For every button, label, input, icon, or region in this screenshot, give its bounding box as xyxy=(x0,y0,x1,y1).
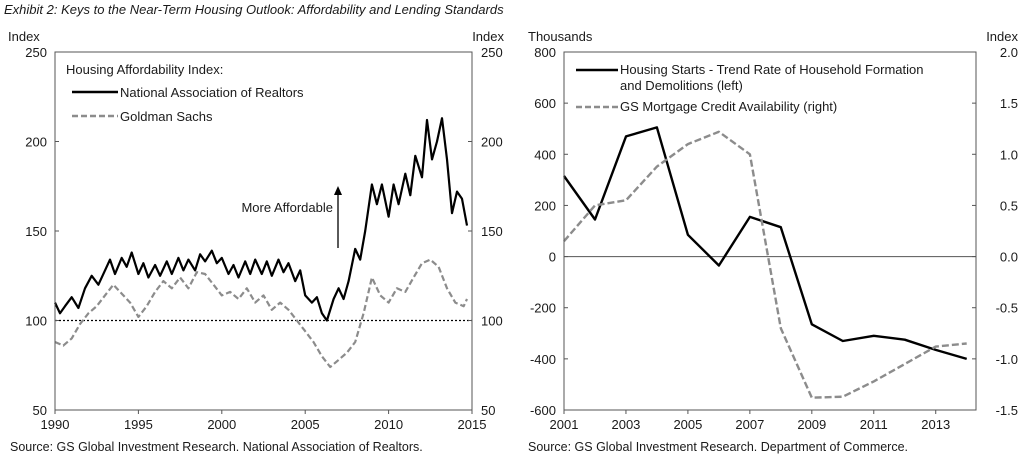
y-tick-label-left: 150 xyxy=(25,224,47,239)
more-affordable-annotation: More Affordable xyxy=(241,200,333,215)
legend: Housing Starts - Trend Rate of Household… xyxy=(576,62,923,114)
series-line-nar xyxy=(54,117,469,322)
y-tick-label-left: 100 xyxy=(25,314,47,329)
legend-label-nar: National Association of Realtors xyxy=(120,85,304,100)
y-tick-label-left: 200 xyxy=(25,135,47,150)
y-tick-label-right: 100 xyxy=(481,314,503,329)
y-tick-label-right: 0.0 xyxy=(1000,250,1018,265)
y-tick-label-left: -600 xyxy=(530,403,556,418)
x-tick-label: 2011 xyxy=(860,417,888,432)
y-tick-label-left: 800 xyxy=(534,45,556,60)
y-tick-label-left: 0 xyxy=(549,250,556,265)
legend: Housing Affordability Index: National As… xyxy=(66,62,304,124)
plot-frame xyxy=(563,51,977,411)
axis-unit-right: Index xyxy=(472,29,504,44)
legend-label-housing-starts: Housing Starts - Trend Rate of Household… xyxy=(620,62,923,77)
y-tick-label-left: 600 xyxy=(534,96,556,111)
y-tick-label-left: -400 xyxy=(530,352,556,367)
x-tick-label: 2007 xyxy=(735,417,764,432)
series-line-credit-availability xyxy=(563,130,967,399)
y-tick-label-right: 150 xyxy=(481,224,503,239)
up-arrow-icon xyxy=(334,186,342,248)
y-tick-label-right: -1.5 xyxy=(996,403,1018,418)
y-tick-label-right: 0.5 xyxy=(1000,198,1018,213)
source-note-left: Source: GS Global Investment Research. N… xyxy=(10,440,423,454)
housing-starts-chart: -600 -400 -200 0 200 400 600 800 -1.5 -1.0 -0.5 0.… xyxy=(528,29,1018,432)
y-tick-label-left: 400 xyxy=(534,147,556,162)
axis-unit-left: Index xyxy=(8,29,40,44)
x-tick-label: 1990 xyxy=(41,417,70,432)
x-tick-label: 2009 xyxy=(797,417,826,432)
series-line-goldman-sachs xyxy=(54,258,468,369)
axis-unit-left: Thousands xyxy=(528,29,593,44)
x-tick-label: 2005 xyxy=(291,417,320,432)
source-note-right: Source: GS Global Investment Research. D… xyxy=(528,440,909,454)
x-tick-label: 2001 xyxy=(550,417,579,432)
x-tick-label: 2003 xyxy=(611,417,640,432)
axis-unit-right: Index xyxy=(986,29,1018,44)
series-line-housing-starts xyxy=(563,126,968,361)
x-tick-label: 2015 xyxy=(458,417,487,432)
y-tick-label-right: 250 xyxy=(481,45,503,60)
affordability-chart: 50 100 150 200 250 50 100 150 200 250 1990 1995 20… xyxy=(8,29,504,432)
y-tick-label-right: 1.0 xyxy=(1000,147,1018,162)
y-tick-label-right: -1.0 xyxy=(996,352,1018,367)
y-tick-label-right: 1.5 xyxy=(1000,96,1018,111)
legend-label-housing-starts-line2: and Demolitions (left) xyxy=(620,78,743,93)
x-tick-label: 2010 xyxy=(374,417,403,432)
y-tick-label-left: 50 xyxy=(33,403,47,418)
plot-frame xyxy=(54,51,473,411)
y-tick-label-left: 200 xyxy=(534,198,556,213)
y-tick-label-left: 250 xyxy=(25,45,47,60)
x-tick-label: 2000 xyxy=(207,417,236,432)
y-tick-label-right: 50 xyxy=(481,403,495,418)
exhibit-title: Exhibit 2: Keys to the Near-Term Housing… xyxy=(4,2,504,17)
x-tick-label: 1995 xyxy=(124,417,153,432)
legend-label-gs: Goldman Sachs xyxy=(120,109,213,124)
legend-title: Housing Affordability Index: xyxy=(66,62,223,77)
y-tick-label-right: 200 xyxy=(481,135,503,150)
housing-starts-chart-panel: -600 -400 -200 0 200 400 600 800 -1.5 -1.0 -0.5 0.… xyxy=(512,0,1024,461)
y-tick-label-left: -200 xyxy=(530,301,556,316)
x-tick-label: 2013 xyxy=(921,417,950,432)
x-tick-label: 2005 xyxy=(673,417,702,432)
y-tick-label-right: -0.5 xyxy=(996,301,1018,316)
legend-label-credit-availability: GS Mortgage Credit Availability (right) xyxy=(620,99,837,114)
affordability-chart-panel: 50 100 150 200 250 50 100 150 200 250 1990 1995 20… xyxy=(8,29,504,454)
y-tick-label-right: 2.0 xyxy=(1000,45,1018,60)
